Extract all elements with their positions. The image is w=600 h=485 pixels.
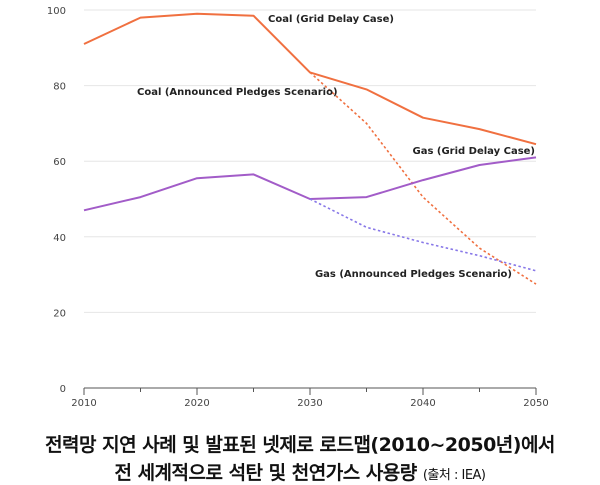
series-labels: Coal (Grid Delay Case) Coal (Announced Pl… bbox=[137, 14, 535, 280]
series-line-3 bbox=[83, 156, 537, 212]
x-tick-label: 2040 bbox=[410, 398, 435, 409]
caption-line-2: 전 세계적으로 석탄 및 천연가스 사용량 bbox=[114, 462, 417, 484]
y-tick-label: 80 bbox=[53, 82, 66, 93]
x-tick-label: 2020 bbox=[184, 398, 209, 409]
y-tick-label: 60 bbox=[53, 157, 66, 168]
x-tick-label: 2050 bbox=[523, 398, 548, 409]
series-label-4: Gas (Announced Pledges Scenario) bbox=[315, 269, 512, 280]
x-axis: 2010 2020 2030 2040 2050 bbox=[71, 387, 549, 409]
caption-title: 전력망 지연 사례 및 발표된 넷제로 로드맵(2010~2050년)에서 bbox=[0, 430, 600, 457]
series-lines bbox=[83, 12, 537, 285]
x-tick-label: 2030 bbox=[297, 398, 322, 409]
y-tick-label: 40 bbox=[53, 233, 66, 244]
series-line-4 bbox=[309, 198, 537, 272]
y-axis: 0 20 40 60 80 100 bbox=[47, 6, 66, 395]
series-line-1 bbox=[83, 12, 537, 146]
x-tick-label: 2010 bbox=[71, 398, 96, 409]
y-tick-label: 100 bbox=[47, 6, 66, 17]
caption-source: (출처 : IEA) bbox=[422, 468, 486, 483]
caption-line-1: 전력망 지연 사례 및 발표된 넷제로 로드맵(2010~2050년)에서 bbox=[45, 434, 555, 456]
series-label-3: Gas (Grid Delay Case) bbox=[412, 146, 535, 157]
caption-subtitle: 전 세계적으로 석탄 및 천연가스 사용량 (출처 : IEA) bbox=[0, 458, 600, 485]
series-label-2: Coal (Announced Pledges Scenario) bbox=[137, 87, 338, 98]
y-tick-label: 20 bbox=[53, 308, 66, 319]
y-tick-label: 0 bbox=[60, 384, 66, 395]
series-line-2 bbox=[309, 71, 537, 285]
series-label-1: Coal (Grid Delay Case) bbox=[268, 14, 394, 25]
